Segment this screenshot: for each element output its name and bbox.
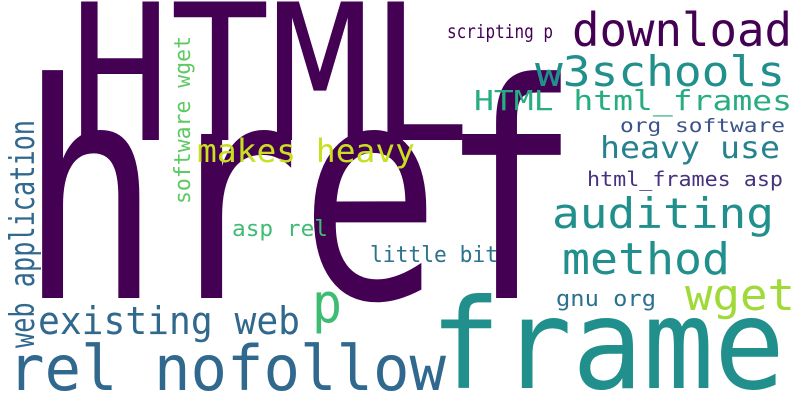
word-html-frames-asp: html_frames asp <box>587 167 783 191</box>
word-method: method <box>562 234 730 285</box>
word-href: href <box>20 20 580 369</box>
word-gnu-org: gnu org <box>556 287 656 312</box>
word-software-wget: org software <box>620 115 785 137</box>
word-heavy-use: heavy use <box>600 131 780 166</box>
word-makes-heavy: makes heavy <box>197 132 415 170</box>
word-org-software: software wget <box>171 36 196 204</box>
word-asp-rel: asp rel <box>232 217 328 242</box>
word-rel-nofollow: rel nofollow <box>8 332 447 400</box>
word-web-application: web application <box>3 120 43 348</box>
word-frame: frame <box>430 273 785 400</box>
word-p: p <box>312 272 342 335</box>
word-wget: wget <box>685 270 795 321</box>
word-auditing: auditing <box>552 189 774 238</box>
word-download: download <box>572 3 792 57</box>
word-existing-web: existing web <box>38 299 300 343</box>
word-html: HTML <box>70 0 470 185</box>
word-html-html-frames: HTML html_frames <box>474 84 792 118</box>
word-w3schools: w3schools <box>535 47 785 96</box>
word-little-bit: little bit <box>370 243 498 268</box>
word-scripting-p: scripting p <box>447 21 553 43</box>
